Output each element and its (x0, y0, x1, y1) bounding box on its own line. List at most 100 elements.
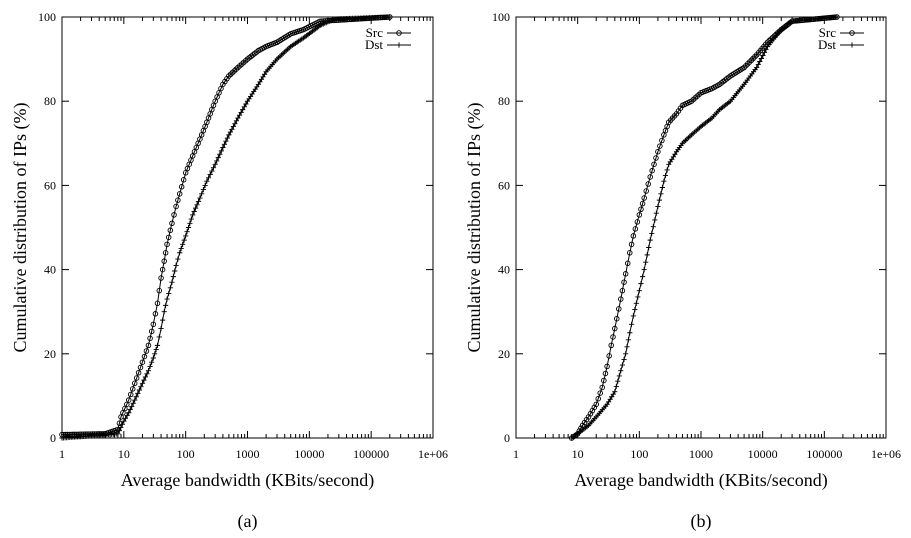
data-point (610, 334, 616, 340)
data-point (220, 144, 226, 151)
data-point (608, 342, 614, 349)
data-point (653, 210, 659, 216)
data-point (595, 395, 601, 402)
y-tick-label: 0 (50, 431, 56, 445)
data-point (185, 224, 192, 231)
data-point (641, 195, 647, 201)
data-point (652, 217, 658, 223)
data-point (214, 158, 220, 164)
data-point (236, 112, 243, 118)
series-src (59, 14, 393, 438)
data-point (163, 302, 169, 308)
data-point (121, 418, 127, 424)
data-point (175, 197, 181, 203)
x-tick-label: 1000 (689, 447, 713, 461)
legend-marker (396, 30, 402, 36)
data-point (651, 161, 657, 168)
data-point (643, 188, 649, 194)
data-point (636, 288, 642, 294)
data-point (630, 313, 636, 319)
data-point (645, 181, 651, 187)
legend-label: Dst (818, 37, 836, 52)
data-point (593, 401, 599, 408)
data-point (62, 431, 69, 438)
data-point (238, 109, 244, 116)
series-line (571, 16, 837, 439)
legend-marker (396, 42, 402, 48)
data-point (628, 241, 635, 248)
data-point (205, 175, 212, 181)
data-point (613, 383, 619, 390)
data-point (241, 104, 247, 110)
y-tick-label: 80 (498, 94, 510, 108)
data-point (748, 57, 755, 64)
data-point (152, 311, 159, 317)
data-point (632, 226, 639, 232)
data-point (639, 200, 646, 207)
data-point (207, 171, 213, 178)
data-point (624, 260, 631, 267)
x-tick-label: 100000 (806, 447, 842, 461)
data-point (633, 300, 639, 306)
data-point (133, 394, 139, 400)
data-point (180, 177, 187, 183)
data-point (634, 219, 641, 225)
data-point (145, 368, 152, 374)
data-point (115, 431, 121, 437)
data-point (204, 178, 210, 184)
data-point (118, 424, 124, 431)
panel-caption: (b) (691, 511, 712, 532)
data-point (627, 250, 633, 256)
chart-panel-1: 1 10 100 1000 10000 100000 1e+06 0 20 40 60 80 100 Av… (10, 10, 448, 532)
data-point (650, 224, 656, 230)
data-point (763, 46, 769, 53)
y-tick-label: 20 (44, 347, 56, 361)
y-tick-label: 60 (498, 178, 510, 192)
data-point (144, 371, 150, 377)
x-tick-label: 1 (59, 447, 65, 461)
data-point (618, 296, 624, 302)
legend-marker (849, 30, 855, 36)
y-tick-label: 40 (498, 263, 510, 277)
data-point (653, 155, 659, 161)
data-point (127, 406, 133, 413)
data-point (233, 118, 240, 124)
data-point (161, 258, 167, 264)
data-point (217, 151, 223, 157)
y-tick-label: 80 (44, 94, 56, 108)
data-point (232, 121, 238, 127)
data-point (137, 364, 144, 371)
data-point (135, 369, 142, 376)
data-point (235, 115, 241, 121)
data-point (156, 287, 163, 294)
data-point (150, 355, 156, 361)
data-point (618, 368, 624, 374)
data-point (192, 205, 199, 211)
data-point (657, 143, 663, 149)
series-line (571, 16, 837, 439)
data-point (604, 363, 610, 370)
data-point (615, 378, 621, 384)
data-point (159, 266, 166, 273)
data-point (661, 178, 667, 184)
data-point (147, 363, 153, 370)
data-point (638, 281, 644, 287)
data-point (119, 421, 125, 427)
data-point (164, 296, 170, 302)
data-point (757, 58, 763, 65)
data-point (644, 252, 650, 258)
data-point (635, 294, 641, 300)
data-point (655, 148, 661, 155)
data-point (754, 64, 760, 71)
data-point (647, 237, 653, 243)
data-point (156, 334, 162, 340)
data-point (212, 161, 218, 167)
data-point (169, 220, 175, 227)
x-tick-label: 10 (118, 447, 130, 461)
data-point (184, 229, 190, 235)
data-point (599, 384, 605, 391)
data-point (638, 206, 644, 213)
data-point (143, 348, 150, 354)
data-point (750, 55, 756, 62)
y-tick-label: 0 (504, 431, 510, 445)
